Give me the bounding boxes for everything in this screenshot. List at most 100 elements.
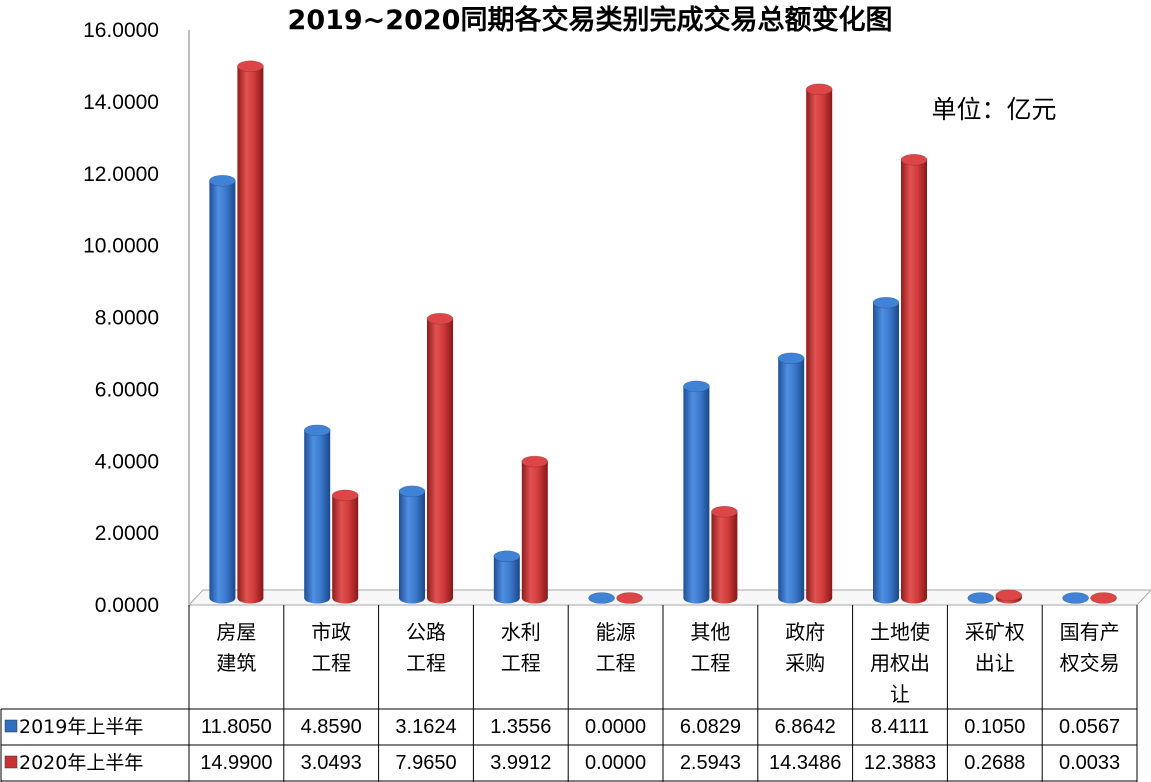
bar-body [683,386,710,604]
bar [805,83,833,604]
table-value: 0.1050 [964,716,1025,738]
table-value: 4.8590 [301,716,362,738]
table-value: 12.3883 [864,752,936,774]
category-label: 建筑 [216,651,256,675]
category-label: 工程 [501,651,541,675]
table-value: 6.0829 [680,716,741,738]
bar-body [209,180,236,604]
bar-top-cap [398,485,426,498]
bar-body [427,318,453,604]
category-label: 公路 [406,620,446,644]
table-value: 14.3486 [769,752,841,774]
bar-body [399,491,425,604]
bar [426,312,454,604]
bar [1062,592,1089,604]
category-label: 工程 [311,651,351,675]
bar [398,485,426,604]
bar-top-cap [967,592,995,604]
y-tick-label: 4.0000 [95,450,159,473]
y-tick-label: 6.0000 [95,378,159,401]
table-value: 0.0567 [1059,716,1120,738]
category-label: 工程 [596,651,636,675]
bar-top-cap [303,424,331,437]
bar-top-cap [995,589,1023,602]
bar [588,592,615,604]
category-label: 水利 [501,620,541,644]
bar-top-cap [683,380,710,393]
chart-title: 2019~2020同期各交易类别完成交易总额变化图 [288,4,893,36]
category-label: 采矿权 [965,620,1025,644]
bar [493,550,521,604]
category-label: 市政 [311,620,351,644]
bar [209,174,236,604]
bar-top-cap [209,174,236,187]
bar-body [237,66,264,604]
category-label: 土地使 [870,620,930,644]
bar-body [711,511,738,604]
bar [900,153,928,604]
bar-top-cap [331,489,359,502]
legend-swatch [4,719,18,733]
bar-body [304,430,331,604]
y-tick-label: 12.0000 [83,163,159,186]
bar-body [521,461,548,604]
category-label: 能源 [596,620,636,644]
category-label: 工程 [690,651,730,675]
bar-body [806,89,833,604]
y-tick-label: 0.0000 [95,594,159,617]
bar [683,380,710,604]
table-value: 3.0493 [301,752,362,774]
bar [872,296,900,604]
bar-body [901,159,927,604]
bar-top-cap [521,455,549,468]
bar [303,424,331,604]
table-value: 1.3556 [490,716,551,738]
bar-top-cap [426,312,454,325]
bar [711,505,738,604]
y-tick-label: 14.0000 [83,91,159,114]
bar-top-cap [872,296,900,309]
bar-top-cap [777,352,805,365]
category-label: 国有产 [1060,620,1120,644]
bar [1090,592,1117,604]
bar-top-cap [1090,592,1117,604]
bar-body [778,358,805,604]
bar-top-cap [588,592,615,604]
category-label: 房屋 [216,620,256,644]
bar-top-cap [711,505,738,518]
bar [521,455,549,604]
category-label: 采购 [785,651,825,675]
category-label: 权交易 [1060,651,1120,675]
bar-top-cap [616,592,643,604]
table-value: 11.8050 [201,716,272,738]
bar-top-cap [237,60,264,73]
bar-body [873,302,899,604]
table-value: 0.0000 [585,752,646,774]
y-tick-label: 10.0000 [83,235,159,258]
category-label: 让 [890,682,910,706]
y-tick-label: 16.0000 [83,19,159,42]
category-label: 工程 [406,651,446,675]
category-label: 政府 [785,620,825,644]
legend-label: 2019年上半年 [19,716,143,738]
y-tick-label: 2.0000 [95,522,159,545]
table-value: 7.9650 [395,752,456,774]
table-value: 8.4111 [871,716,929,738]
bar-body [493,556,520,604]
table-value: 0.0000 [585,716,646,738]
table-value: 0.0033 [1059,752,1120,774]
bar [616,592,643,604]
table-value: 0.2688 [964,752,1025,774]
table-value: 2.5943 [680,752,741,774]
table-value: 14.9900 [200,752,272,774]
y-tick-label: 8.0000 [95,307,159,330]
table-value: 3.9912 [490,752,551,774]
bar [777,352,805,604]
table-value: 3.1624 [395,716,456,738]
unit-label: 单位：亿元 [931,95,1056,124]
bar-top-cap [1062,592,1089,604]
bar-top-cap [493,550,521,563]
legend-label: 2020年上半年 [19,752,143,774]
bar [995,589,1023,604]
